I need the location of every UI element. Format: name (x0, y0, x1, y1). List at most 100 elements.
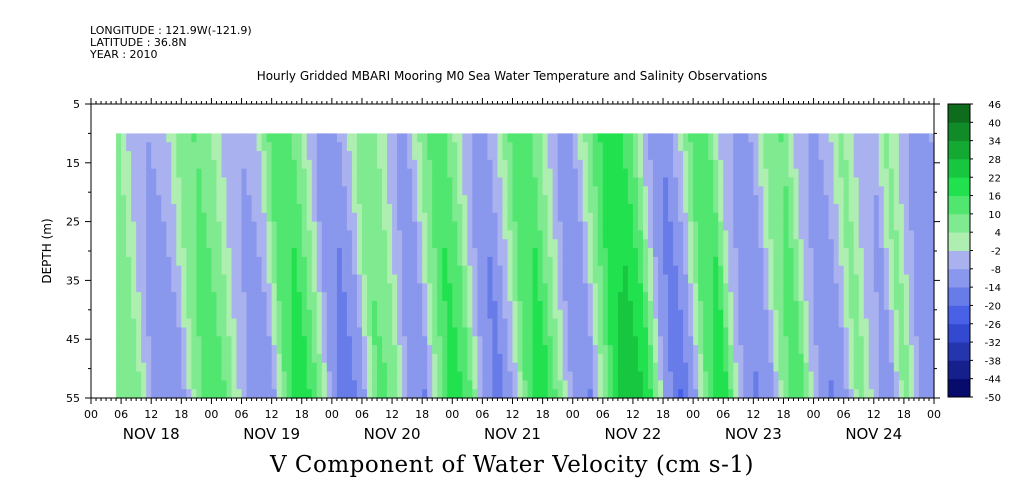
heatmap-cell (803, 345, 810, 355)
heatmap-cell (808, 345, 815, 355)
heatmap-cell (432, 151, 438, 161)
heatmap-cell (206, 265, 213, 276)
heatmap-cell (281, 221, 288, 232)
heatmap-cell (913, 195, 920, 205)
heatmap-cell (632, 309, 639, 320)
heatmap-cell (366, 177, 373, 187)
heatmap-cell (738, 203, 744, 214)
heatmap-cell (808, 327, 815, 337)
heatmap-cell (527, 256, 534, 267)
heatmap-cell (412, 309, 418, 320)
heatmap-cell (517, 300, 524, 311)
heatmap-cell (642, 336, 649, 346)
heatmap-cell (221, 283, 228, 293)
heatmap-cell (136, 389, 142, 399)
heatmap-cell (427, 336, 433, 346)
heatmap-cell (336, 309, 343, 320)
heatmap-cell (226, 380, 233, 390)
heatmap-cell (166, 256, 172, 267)
heatmap-cell (567, 186, 574, 196)
heatmap-cell (547, 195, 554, 205)
heatmap-cell (813, 371, 820, 381)
heatmap-cell (788, 221, 795, 232)
heatmap-cell (713, 239, 719, 249)
heatmap-cell (452, 133, 458, 143)
heatmap-cell (261, 168, 268, 179)
heatmap-cell (557, 283, 564, 293)
heatmap-cell (176, 221, 182, 232)
heatmap-cell (723, 256, 729, 267)
heatmap-cell (126, 248, 132, 258)
heatmap-cell (316, 318, 323, 329)
heatmap-cell (673, 309, 679, 320)
heatmap-cell (673, 133, 679, 143)
heatmap-cell (497, 345, 504, 355)
heatmap-cell (557, 327, 564, 337)
heatmap-cell (206, 353, 213, 364)
heatmap-cell (923, 274, 930, 284)
heatmap-cell (678, 318, 684, 329)
heatmap-cell (918, 221, 925, 232)
heatmap-cell (788, 142, 795, 152)
heatmap-cell (316, 336, 323, 346)
heatmap-cell (422, 159, 428, 170)
heatmap-cell (366, 186, 373, 196)
heatmap-cell (457, 221, 463, 232)
heatmap-cell (231, 195, 238, 205)
heatmap-cell (923, 133, 930, 143)
heatmap-cell (788, 353, 795, 364)
heatmap-cell (372, 309, 378, 320)
heatmap-cell (336, 345, 343, 355)
heatmap-cell (196, 195, 202, 205)
heatmap-cell (427, 203, 433, 214)
heatmap-cell (281, 283, 288, 293)
heatmap-cell (723, 283, 729, 293)
heatmap-cell (863, 256, 870, 267)
heatmap-cell (683, 371, 689, 381)
heatmap-cell (808, 265, 815, 276)
heatmap-cell (166, 362, 172, 373)
heatmap-cell (447, 133, 453, 143)
heatmap-cell (878, 177, 885, 187)
heatmap-cell (517, 389, 524, 399)
heatmap-cell (326, 274, 333, 284)
heatmap-cell (718, 336, 724, 346)
heatmap-cell (813, 389, 820, 399)
heatmap-cell (141, 327, 147, 337)
heatmap-cell (216, 133, 223, 143)
heatmap-cell (422, 292, 428, 302)
heatmap-cell (758, 265, 764, 276)
heatmap-cell (567, 380, 574, 390)
heatmap-cell (136, 362, 142, 373)
heatmap-cell (116, 248, 122, 258)
heatmap-cell (888, 353, 895, 364)
heatmap-cell (693, 142, 699, 152)
heatmap-cell (126, 292, 132, 302)
heatmap-cell (231, 274, 238, 284)
heatmap-cell (833, 159, 840, 170)
heatmap-cell (818, 345, 825, 355)
heatmap-cell (763, 212, 770, 223)
heatmap-cell (442, 212, 448, 223)
heatmap-cell (587, 151, 594, 161)
heatmap-cell (492, 151, 499, 161)
heatmap-cell (512, 389, 519, 399)
heatmap-cell (326, 380, 333, 390)
heatmap-cell (733, 239, 739, 249)
heatmap-cell (241, 168, 248, 179)
heatmap-cell (768, 362, 775, 373)
heatmap-cell (758, 142, 764, 152)
heatmap-cell (873, 327, 880, 337)
heatmap-cell (392, 292, 398, 302)
heatmap-cell (713, 309, 719, 320)
heatmap-cell (236, 151, 243, 161)
heatmap-cell (903, 336, 910, 346)
heatmap-cell (206, 177, 213, 187)
heatmap-cell (693, 256, 699, 267)
heatmap-cell (637, 300, 644, 311)
heatmap-cell (387, 371, 393, 381)
heatmap-cell (683, 345, 689, 355)
heatmap-cell (647, 168, 654, 179)
heatmap-cell (838, 283, 845, 293)
heatmap-cell (883, 309, 890, 320)
